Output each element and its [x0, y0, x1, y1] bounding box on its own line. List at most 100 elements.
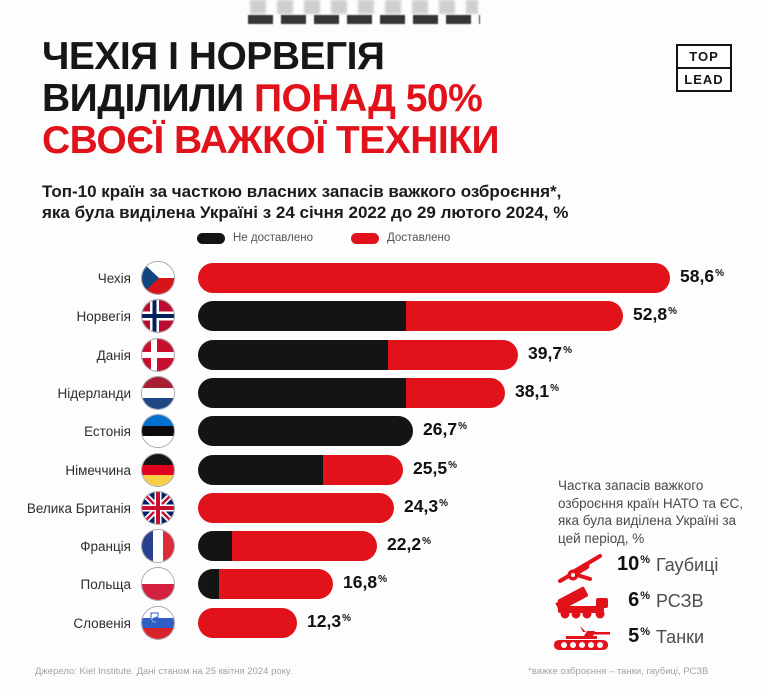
bar-row: Естонія 26,7%: [0, 414, 768, 448]
bar-value-label: 52,8%: [633, 304, 677, 325]
legend: Не доставлено Доставлено: [197, 232, 450, 244]
bar-value-number: 39,7: [528, 343, 563, 363]
weapon-stat-label: Танки: [656, 627, 705, 647]
bar-segment-delivered: [198, 608, 297, 638]
bar-segment-delivered: [405, 378, 505, 408]
bar-row: Велика Британія 24,3%: [0, 491, 768, 525]
page-title: ЧЕХІЯ І НОРВЕГІЯ ВИДІЛИЛИ ПОНАД 50% СВОЄ…: [42, 35, 500, 162]
flag-denmark-icon: [141, 338, 175, 372]
toplead-logo-top: TOP: [678, 46, 730, 69]
percent-sign: %: [378, 574, 387, 585]
stacked-bar: [198, 378, 505, 408]
cropped-text-artifact-bar: [248, 15, 480, 24]
bar-row: Німеччина 25,5%: [0, 453, 768, 487]
tank-icon: [552, 622, 616, 656]
bar-segment-delivered: [388, 340, 518, 370]
bar-value-number: 12,3: [307, 611, 342, 631]
title-line-2-black: ВИДІЛИЛИ: [42, 77, 254, 120]
bar-segment-not-delivered: [198, 455, 323, 485]
stacked-bar: [198, 455, 403, 485]
percent-sign: %: [458, 421, 467, 432]
flag-netherlands-icon: [141, 376, 175, 410]
flag-norway-icon: [141, 299, 175, 333]
title-line-2: ВИДІЛИЛИ ПОНАД 50%: [42, 78, 499, 120]
bar-value-label: 39,7%: [528, 343, 572, 364]
legend-label-delivered: Доставлено: [386, 232, 451, 244]
percent-sign: %: [448, 460, 457, 471]
percent-sign: %: [640, 554, 650, 566]
legend-swatch-black: [197, 232, 225, 244]
percent-sign: %: [439, 498, 448, 509]
percent-sign: %: [640, 626, 650, 638]
bar-row: Чехія 58,6%: [0, 261, 768, 295]
stacked-bar: [198, 263, 670, 293]
country-label: Франція: [80, 538, 131, 554]
weapon-stat-row: 10% Гаубиці: [552, 550, 762, 584]
stacked-bar: [198, 569, 333, 599]
subtitle-line-1: Топ-10 країн за часткою власних запасів …: [42, 182, 562, 201]
percent-sign: %: [715, 268, 724, 279]
bar-segment-delivered: [198, 263, 670, 293]
subtitle-line-2: яка була виділена Україні з 24 січня 202…: [42, 203, 569, 222]
footnote: *важке озброєння – танки, гаубиці, РСЗВ: [528, 666, 709, 677]
bar-segment-not-delivered: [198, 416, 413, 446]
bar-segment-delivered: [198, 493, 394, 523]
bar-segment-not-delivered: [198, 531, 232, 561]
weapon-stat-label: Гаубиці: [656, 555, 719, 575]
mlrs-icon: [552, 586, 616, 620]
flag-germany-icon: [141, 453, 175, 487]
bar-row: Норвегія 52,8%: [0, 299, 768, 333]
bar-value-label: 25,5%: [413, 458, 457, 479]
flag-czechia-icon: [141, 261, 175, 295]
bar-segment-not-delivered: [198, 301, 406, 331]
toplead-logo-bottom: LEAD: [684, 72, 724, 87]
title-line-1: ЧЕХІЯ І НОРВЕГІЯ: [42, 35, 385, 78]
bar-value-label: 26,7%: [423, 419, 467, 440]
bar-value-label: 38,1%: [515, 381, 559, 402]
country-label: Німеччина: [65, 462, 131, 478]
bar-value-number: 16,8: [343, 572, 378, 592]
stacked-bar: [198, 493, 394, 523]
weapon-stat-label: РСЗВ: [656, 591, 704, 611]
bar-row: Словенія 12,3%: [0, 606, 768, 640]
bar-row: Польща 16,8%: [0, 567, 768, 601]
bar-row: Франція 22,2%: [0, 529, 768, 563]
percent-sign: %: [640, 590, 650, 602]
weapon-stat-number: 5: [628, 625, 640, 647]
bar-value-number: 26,7: [423, 419, 458, 439]
weapon-stat-row: 6% РСЗВ: [552, 586, 762, 620]
bar-value-number: 25,5: [413, 458, 448, 478]
legend-label-not-delivered: Не доставлено: [233, 232, 313, 244]
bar-value-number: 58,6: [680, 266, 715, 286]
bar-value-label: 24,3%: [404, 496, 448, 517]
bar-value-label: 22,2%: [387, 534, 431, 555]
country-label: Велика Британія: [26, 500, 131, 516]
toplead-logo: TOP LEAD: [676, 44, 732, 92]
country-label: Нідерланди: [57, 385, 131, 401]
howitzer-icon: [552, 550, 616, 584]
percent-sign: %: [668, 306, 677, 317]
bar-segment-not-delivered: [198, 340, 389, 370]
country-label: Данія: [96, 347, 131, 363]
nato-note: Частка запасів важкого озброєння країн Н…: [558, 478, 743, 546]
bar-row: Нідерланди 38,1%: [0, 376, 768, 410]
weapon-stat-value: 5%: [610, 625, 650, 648]
stacked-bar: [198, 416, 413, 446]
stacked-bar: [198, 301, 623, 331]
source-note: Джерело: Kiel Institute. Дані станом на …: [35, 666, 293, 677]
bar-segment-not-delivered: [198, 569, 219, 599]
country-label: Польща: [80, 576, 131, 592]
legend-item-delivered: Доставлено: [350, 232, 451, 244]
country-label: Норвегія: [76, 308, 131, 324]
weapon-stat-number: 6: [628, 589, 640, 611]
bar-segment-delivered: [218, 569, 333, 599]
stacked-bar: [198, 531, 377, 561]
flag-slovenia-icon: [141, 606, 175, 640]
legend-swatch-red: [350, 232, 379, 244]
chart-subtitle: Топ-10 країн за часткою власних запасів …: [42, 181, 568, 223]
flag-estonia-icon: [141, 414, 175, 448]
bar-value-number: 52,8: [633, 304, 668, 324]
country-label: Словенія: [73, 615, 131, 631]
weapon-stat-row: 5% Танки: [552, 622, 762, 656]
